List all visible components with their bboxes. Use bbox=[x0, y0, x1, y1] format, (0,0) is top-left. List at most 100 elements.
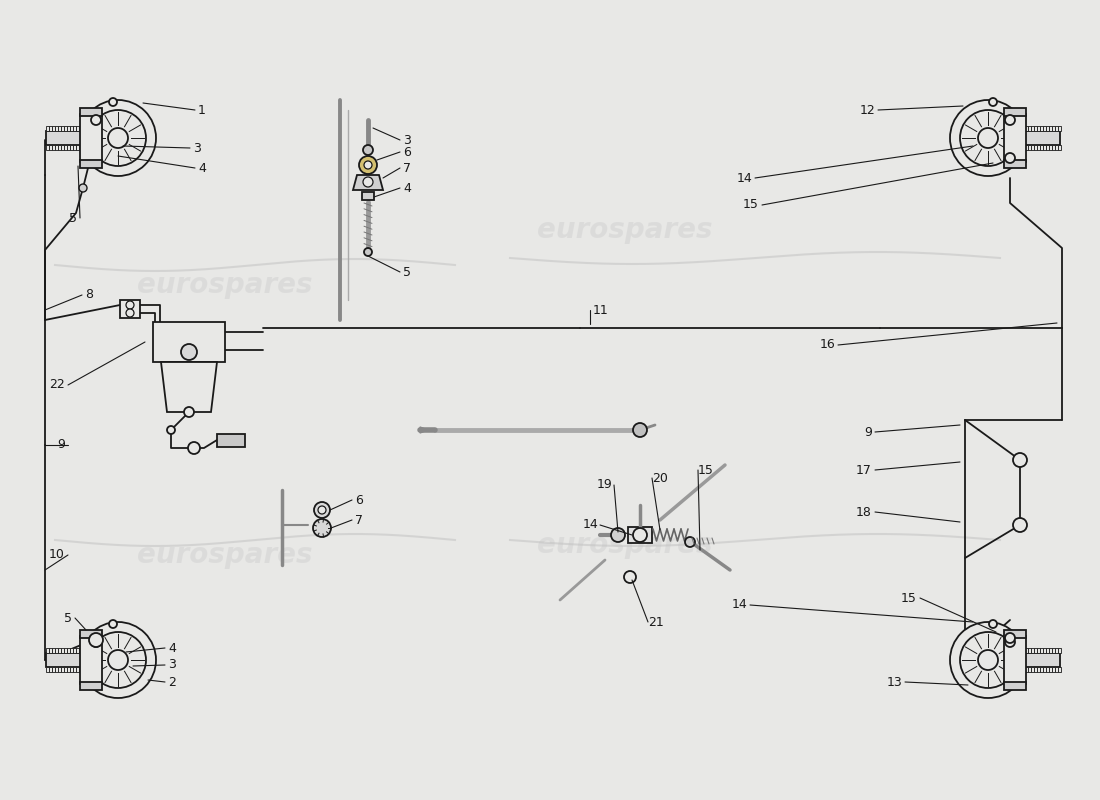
Circle shape bbox=[1013, 453, 1027, 467]
Bar bbox=[1058, 126, 1060, 131]
Polygon shape bbox=[161, 362, 217, 412]
Bar bbox=[50, 126, 52, 131]
Bar bbox=[67, 667, 69, 672]
Text: 3: 3 bbox=[168, 658, 176, 671]
Bar bbox=[46, 126, 48, 131]
Bar bbox=[1052, 667, 1055, 672]
Circle shape bbox=[108, 650, 128, 670]
Bar bbox=[76, 667, 78, 672]
Bar bbox=[1043, 667, 1045, 672]
Bar bbox=[76, 126, 78, 131]
Bar bbox=[1055, 126, 1057, 131]
Circle shape bbox=[624, 571, 636, 583]
Bar bbox=[1058, 648, 1060, 653]
Bar bbox=[46, 145, 48, 150]
Bar bbox=[1031, 667, 1034, 672]
Bar bbox=[52, 126, 55, 131]
Bar bbox=[50, 145, 52, 150]
Bar bbox=[1034, 648, 1036, 653]
Bar bbox=[1004, 108, 1026, 116]
Circle shape bbox=[90, 110, 146, 166]
Bar bbox=[362, 192, 374, 200]
Bar bbox=[1004, 630, 1026, 638]
Bar bbox=[628, 527, 652, 543]
Circle shape bbox=[314, 502, 330, 518]
Text: eurospares: eurospares bbox=[138, 541, 312, 569]
Bar bbox=[1034, 667, 1036, 672]
Circle shape bbox=[363, 145, 373, 155]
Text: 11: 11 bbox=[593, 303, 608, 317]
Bar bbox=[67, 648, 69, 653]
Circle shape bbox=[1005, 115, 1015, 125]
Circle shape bbox=[126, 309, 134, 317]
Text: 10: 10 bbox=[50, 549, 65, 562]
Text: 5: 5 bbox=[69, 211, 77, 225]
Bar bbox=[50, 648, 52, 653]
Bar bbox=[1037, 648, 1040, 653]
Text: 17: 17 bbox=[856, 463, 872, 477]
Bar bbox=[58, 126, 60, 131]
Bar bbox=[1037, 145, 1040, 150]
Bar bbox=[55, 145, 57, 150]
Text: 1: 1 bbox=[198, 103, 206, 117]
Circle shape bbox=[89, 633, 103, 647]
Circle shape bbox=[960, 632, 1016, 688]
Text: 7: 7 bbox=[355, 514, 363, 526]
Bar bbox=[1037, 667, 1040, 672]
Bar bbox=[1055, 648, 1057, 653]
Text: eurospares: eurospares bbox=[138, 271, 312, 299]
Bar bbox=[79, 648, 81, 653]
Circle shape bbox=[79, 184, 87, 192]
Bar bbox=[55, 648, 57, 653]
Text: 6: 6 bbox=[355, 494, 363, 506]
Text: 14: 14 bbox=[582, 518, 598, 531]
Bar bbox=[217, 434, 245, 447]
Circle shape bbox=[978, 128, 998, 148]
Bar bbox=[1034, 126, 1036, 131]
Bar bbox=[1055, 145, 1057, 150]
Bar bbox=[46, 653, 81, 667]
Text: 5: 5 bbox=[403, 266, 411, 278]
Bar bbox=[1058, 145, 1060, 150]
Circle shape bbox=[109, 620, 117, 628]
Bar bbox=[153, 322, 225, 362]
Bar bbox=[79, 145, 81, 150]
Bar bbox=[58, 145, 60, 150]
Circle shape bbox=[108, 128, 128, 148]
Bar bbox=[1058, 667, 1060, 672]
Bar bbox=[52, 667, 55, 672]
Bar bbox=[1052, 145, 1055, 150]
Text: 14: 14 bbox=[736, 171, 752, 185]
Text: 9: 9 bbox=[57, 438, 65, 451]
Bar bbox=[70, 648, 73, 653]
Circle shape bbox=[359, 156, 377, 174]
Bar bbox=[52, 145, 55, 150]
Bar bbox=[1028, 667, 1031, 672]
Circle shape bbox=[314, 519, 331, 537]
Circle shape bbox=[950, 100, 1026, 176]
Bar bbox=[1028, 145, 1031, 150]
Circle shape bbox=[90, 632, 146, 688]
Text: 2: 2 bbox=[168, 675, 176, 689]
Circle shape bbox=[91, 115, 101, 125]
Text: 21: 21 bbox=[648, 615, 663, 629]
Text: 15: 15 bbox=[698, 463, 714, 477]
Text: 12: 12 bbox=[859, 103, 874, 117]
Bar bbox=[1025, 145, 1027, 150]
Bar bbox=[80, 630, 102, 638]
Text: 22: 22 bbox=[50, 378, 65, 391]
Circle shape bbox=[1013, 518, 1027, 532]
Bar bbox=[73, 126, 76, 131]
Bar bbox=[1031, 145, 1034, 150]
Bar bbox=[73, 667, 76, 672]
Bar bbox=[1049, 667, 1052, 672]
Text: eurospares: eurospares bbox=[537, 216, 713, 244]
Circle shape bbox=[364, 161, 372, 169]
Bar bbox=[1046, 145, 1048, 150]
Bar bbox=[1031, 648, 1034, 653]
Circle shape bbox=[989, 620, 997, 628]
Text: 3: 3 bbox=[192, 142, 201, 154]
Text: 9: 9 bbox=[865, 426, 872, 438]
Circle shape bbox=[318, 506, 326, 514]
Text: 15: 15 bbox=[744, 198, 759, 211]
